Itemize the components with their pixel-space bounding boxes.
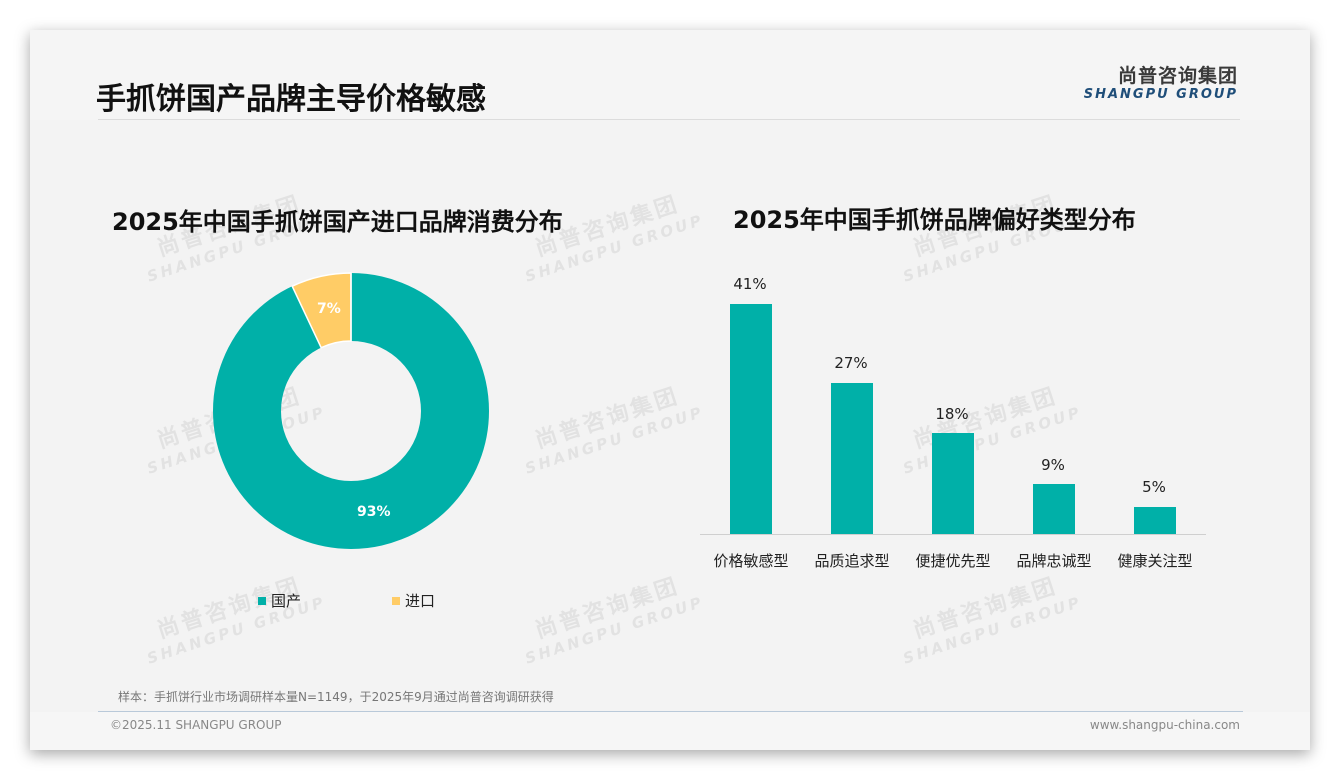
logo-en-text: SHANGPU GROUP xyxy=(1083,87,1238,102)
title-divider xyxy=(98,119,1240,120)
x-axis-label: 便捷优先型 xyxy=(915,552,991,570)
watermark: 尚普咨询集团 SHANGPU GROUP xyxy=(522,383,707,478)
donut-chart-title: 2025年中国手抓饼国产进口品牌消费分布 xyxy=(112,208,563,236)
x-axis-label: 品牌忠诚型 xyxy=(1016,552,1092,570)
x-axis-label: 健康关注型 xyxy=(1117,552,1193,570)
watermark: 尚普咨询集团 SHANGPU GROUP xyxy=(144,573,329,668)
sample-footnote: 样本：手抓饼行业市场调研样本量N=1149，于2025年9月通过尚普咨询调研获得 xyxy=(118,690,554,704)
legend-item-domestic: 国产 xyxy=(258,590,301,611)
watermark: 尚普咨询集团 SHANGPU GROUP xyxy=(522,573,707,668)
bar-chart-title: 2025年中国手抓饼品牌偏好类型分布 xyxy=(733,206,1136,234)
copyright-text: ©2025.11 SHANGPU GROUP xyxy=(110,718,282,732)
donut-segment-imported xyxy=(291,272,352,349)
logo-cn-text: 尚普咨询集团 xyxy=(1117,65,1238,87)
legend-label: 进口 xyxy=(405,592,436,610)
footer-band xyxy=(30,712,1310,750)
bar-value-label: 5% xyxy=(1142,478,1166,496)
company-logo: 尚普咨询集团 SHANGPU GROUP xyxy=(1084,65,1238,103)
legend-label: 国产 xyxy=(271,592,302,610)
donut-label-imported: 7% xyxy=(317,301,341,317)
bar-value-label: 41% xyxy=(733,275,767,293)
footer-divider xyxy=(98,711,1243,712)
bar-value-label: 9% xyxy=(1041,456,1065,474)
bar-health-focused xyxy=(1134,507,1176,534)
legend-swatch-icon xyxy=(392,596,400,605)
bar-value-label: 18% xyxy=(935,405,969,423)
bar-brand-loyal xyxy=(1033,484,1075,534)
bar-convenience-first xyxy=(932,433,974,534)
bar-price-sensitive xyxy=(730,304,772,534)
header-band xyxy=(30,30,1310,120)
donut-chart xyxy=(213,272,489,549)
x-axis-label: 价格敏感型 xyxy=(713,552,789,570)
bar-quality-seeking xyxy=(831,383,873,534)
watermark: 尚普咨询集团 SHANGPU GROUP xyxy=(900,573,1085,668)
x-axis-label: 品质追求型 xyxy=(814,552,890,570)
bar-value-label: 27% xyxy=(834,354,868,372)
slide: 手抓饼国产品牌主导价格敏感 尚普咨询集团 SHANGPU GROUP 尚普咨询集… xyxy=(30,30,1310,750)
website-link[interactable]: www.shangpu-china.com xyxy=(1089,718,1240,732)
donut-label-domestic: 93% xyxy=(357,504,391,520)
legend-swatch-icon xyxy=(258,596,266,605)
x-axis-line xyxy=(700,534,1206,535)
page-title: 手抓饼国产品牌主导价格敏感 xyxy=(96,82,486,117)
legend-item-imported: 进口 xyxy=(392,590,435,611)
